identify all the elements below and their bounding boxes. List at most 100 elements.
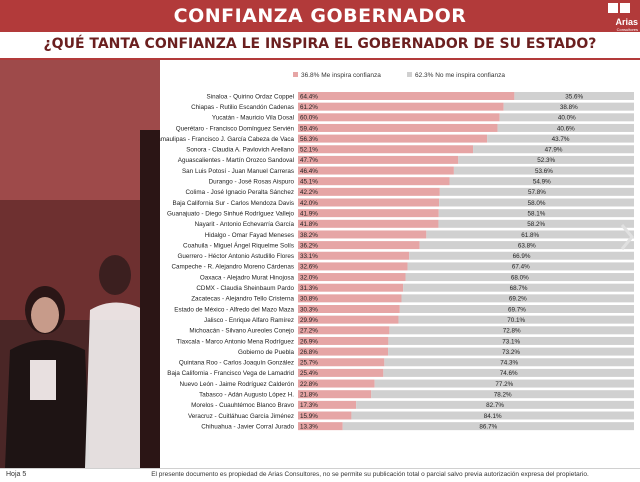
chart-area: 36.8% Me inspira confianza 62.3% No me in…: [160, 60, 640, 468]
value-label-confia: 30.3%: [300, 306, 318, 313]
category-label: Colima - José Ignacio Peralta Sánchez: [185, 189, 294, 196]
category-label: Oaxaca - Alejadro Murat Hinojosa: [200, 274, 295, 281]
bar-no-confia: [503, 102, 634, 111]
logo-subtext: Consultores: [616, 27, 638, 32]
bar-confia: [298, 262, 408, 271]
chevron-right-icon[interactable]: [618, 222, 636, 252]
bar-confia: [298, 123, 498, 132]
bar-no-confia: [389, 326, 634, 335]
value-label-no-confia: 66.9%: [513, 253, 531, 260]
value-label-confia: 27.2%: [300, 328, 318, 335]
value-label-confia: 22.8%: [300, 381, 318, 388]
category-label: Nayarit - Antonio Echevarría García: [195, 221, 295, 228]
value-label-confia: 46.4%: [300, 168, 318, 175]
bar-confia: [298, 113, 500, 122]
value-label-no-confia: 73.2%: [502, 349, 520, 356]
header-bar: [0, 0, 640, 32]
value-label-no-confia: 35.6%: [565, 93, 583, 100]
value-label-no-confia: 47.9%: [545, 147, 563, 154]
bar-confia: [298, 92, 515, 100]
value-label-no-confia: 78.2%: [494, 392, 512, 399]
bar-no-confia: [401, 294, 634, 303]
category-label: Gobierno de Puebla: [238, 349, 295, 356]
bar-confia: [298, 177, 450, 186]
bar-confia: [298, 102, 504, 111]
bar-no-confia: [499, 113, 634, 122]
value-label-confia: 56.3%: [300, 136, 318, 143]
value-label-no-confia: 69.7%: [508, 306, 526, 313]
category-label: Tamaulipas - Francisco J. García Cabeza …: [160, 136, 294, 143]
value-label-no-confia: 68.7%: [510, 285, 528, 292]
bar-confia: [298, 145, 474, 154]
legend-label: 36.8% Me inspira confianza: [301, 72, 381, 79]
value-label-confia: 26.9%: [300, 338, 318, 345]
bar-confia: [298, 187, 440, 196]
category-label: Baja California - Francisco Vega de Lama…: [167, 370, 294, 377]
value-label-confia: 47.7%: [300, 157, 318, 164]
value-label-confia: 42.0%: [300, 200, 318, 207]
bar-no-confia: [403, 283, 634, 292]
bar-no-confia: [356, 400, 634, 409]
category-label: Chiapas - Rutilio Escandón Cadenas: [191, 104, 294, 111]
value-label-confia: 60.0%: [300, 115, 318, 122]
value-label-no-confia: 38.8%: [560, 104, 578, 111]
header-divider: [0, 58, 640, 60]
bar-no-confia: [383, 368, 634, 377]
bar-confia: [298, 358, 385, 367]
bar-confia: [298, 294, 402, 303]
legend-swatch: [407, 72, 412, 77]
bar-no-confia: [399, 305, 634, 313]
bar-no-confia: [398, 315, 634, 324]
value-label-no-confia: 69.2%: [509, 296, 527, 303]
stacked-bar-chart: 36.8% Me inspira confianza 62.3% No me in…: [160, 72, 634, 431]
bar-no-confia: [388, 347, 634, 356]
value-label-confia: 59.4%: [300, 125, 318, 132]
category-label: Yucatán - Mauricio Vila Dosal: [212, 115, 294, 122]
value-label-confia: 45.1%: [300, 179, 318, 186]
value-label-confia: 52.1%: [300, 147, 318, 154]
category-label: Michoacán - Silvano Aureoles Conejo: [189, 328, 294, 335]
category-label: Tabasco - Adán Augusto López H.: [199, 392, 294, 399]
bar-no-confia: [342, 422, 634, 431]
logo-square-icon: [608, 3, 618, 13]
bar-no-confia: [371, 390, 634, 399]
bar-confia: [298, 411, 352, 420]
value-label-no-confia: 54.9%: [533, 179, 551, 186]
category-label: Estado de México - Alfredo del Mazo Maza: [174, 306, 294, 313]
bar-no-confia: [439, 198, 634, 207]
value-label-no-confia: 74.3%: [500, 360, 518, 367]
category-label: Baja California Sur - Carlos Mendoza Dav…: [173, 200, 294, 207]
category-label: Morelos - Cuauhtémoc Blanco Bravo: [191, 402, 294, 409]
bar-no-confia: [409, 251, 634, 260]
value-label-confia: 26.8%: [300, 349, 318, 356]
category-label: Durango - José Rosas Aispuro: [209, 179, 295, 186]
bar-confia: [298, 315, 399, 324]
value-label-no-confia: 40.6%: [557, 125, 575, 132]
value-label-confia: 21.8%: [300, 392, 318, 399]
category-label: Aguascalientes - Martín Orozco Sandoval: [178, 157, 294, 164]
bar-confia: [298, 273, 406, 282]
value-label-confia: 29.9%: [300, 317, 318, 324]
bar-no-confia: [497, 123, 634, 132]
value-label-confia: 32.0%: [300, 274, 318, 281]
bar-no-confia: [487, 134, 634, 143]
page-number: Hoja 5: [6, 471, 27, 478]
bar-no-confia: [458, 155, 634, 164]
value-label-no-confia: 52.3%: [537, 157, 555, 164]
category-label: Sinaloa - Quirino Ordaz Coppel: [206, 93, 294, 100]
value-label-confia: 17.3%: [300, 402, 318, 409]
bar-confia: [298, 230, 427, 239]
category-label: Tlaxcala - Marco Antonio Mena Rodríguez: [176, 338, 294, 345]
value-label-confia: 25.7%: [300, 360, 318, 367]
value-label-confia: 25.4%: [300, 370, 318, 377]
category-label: Hidalgo - Omar Fayad Meneses: [205, 232, 294, 239]
value-label-no-confia: 57.8%: [528, 189, 546, 196]
bar-confia: [298, 241, 420, 250]
bar-no-confia: [453, 166, 634, 175]
value-label-confia: 30.8%: [300, 296, 318, 303]
category-label: Coahuila - Miguel Ángel Riquelme Solís: [183, 240, 294, 249]
chart-question: ¿QUÉ TANTA CONFIANZA LE INSPIRA EL GOBER…: [43, 36, 597, 52]
value-label-confia: 61.2%: [300, 104, 318, 111]
bar-confia: [298, 166, 454, 175]
category-label: Sonora - Claudia A. Pavlovich Arellano: [186, 147, 294, 154]
